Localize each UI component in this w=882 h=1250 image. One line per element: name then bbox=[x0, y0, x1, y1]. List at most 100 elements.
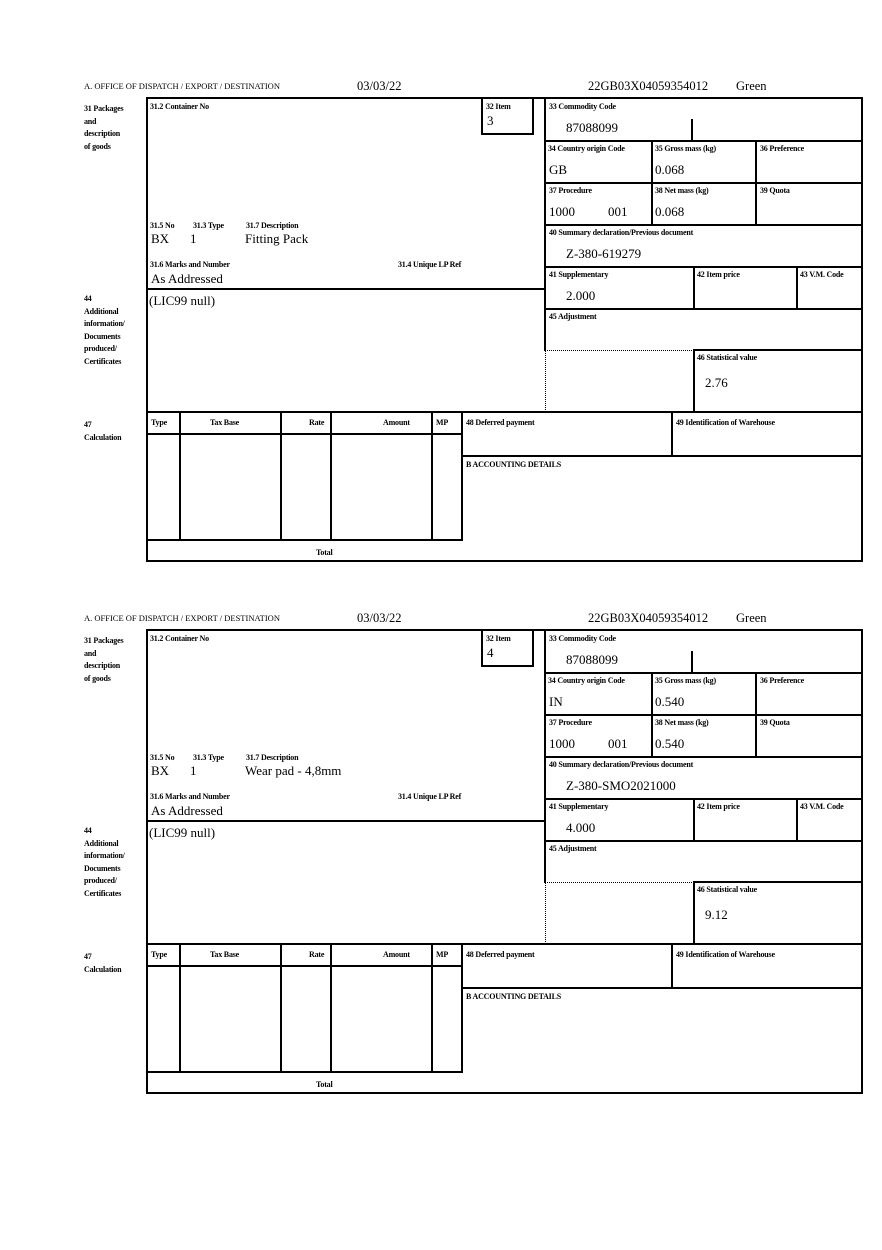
form-rule bbox=[544, 140, 863, 142]
supplementary-value: 4.000 bbox=[566, 820, 596, 835]
net-mass-value: 0.540 bbox=[655, 736, 685, 751]
form-rule bbox=[461, 943, 463, 1073]
gross-mass-label: 35 Gross mass (kg) bbox=[655, 676, 716, 685]
form-rule bbox=[544, 840, 863, 842]
form-rule bbox=[544, 798, 863, 800]
total-label: Total bbox=[316, 1080, 333, 1089]
form-rule bbox=[461, 455, 863, 457]
form-rule bbox=[146, 560, 863, 562]
warehouse-label: 49 Identification of Warehouse bbox=[676, 418, 775, 427]
form-rule bbox=[691, 119, 693, 142]
form-rule bbox=[544, 672, 863, 674]
item-label: 32 Item bbox=[486, 634, 511, 643]
form-rule bbox=[544, 224, 863, 226]
col-tax-base-header: Tax Base bbox=[210, 950, 240, 959]
commodity-code-value: 87088099 bbox=[566, 652, 618, 667]
box44-label: 44 Additional information/ Documents pro… bbox=[84, 826, 125, 898]
form-rule bbox=[146, 965, 463, 967]
gross-mass-value: 0.068 bbox=[655, 162, 685, 177]
item-value: 4 bbox=[487, 645, 494, 660]
item-price-label: 42 Item price bbox=[697, 802, 740, 811]
deferred-payment-label: 48 Deferred payment bbox=[466, 950, 535, 959]
form-rule bbox=[671, 411, 673, 457]
col-mp-header: MP bbox=[436, 418, 449, 427]
adjustment-label: 45 Adjustment bbox=[549, 844, 597, 853]
item-price-label: 42 Item price bbox=[697, 270, 740, 279]
gross-mass-value: 0.540 bbox=[655, 694, 685, 709]
form-rule bbox=[544, 182, 863, 184]
dotted-divider bbox=[545, 882, 694, 883]
net-mass-value: 0.068 bbox=[655, 204, 685, 219]
form-rule bbox=[693, 881, 695, 945]
accounting-details-label: B ACCOUNTING DETAILS bbox=[466, 992, 561, 1001]
dotted-divider bbox=[545, 350, 546, 412]
form-rule bbox=[330, 411, 332, 541]
adjustment-label: 45 Adjustment bbox=[549, 312, 597, 321]
additional-info-value: (LIC99 null) bbox=[149, 825, 216, 840]
form-rule bbox=[179, 943, 181, 1073]
form-rule bbox=[544, 629, 546, 883]
description-label: 31.7 Description bbox=[246, 221, 299, 230]
form-rule bbox=[146, 1071, 463, 1073]
form-rule bbox=[146, 97, 863, 99]
procedure-value: 1000 bbox=[549, 204, 575, 219]
box47-label: 47 Calculation bbox=[84, 420, 122, 442]
form-rule bbox=[146, 629, 863, 631]
procedure-extra-value: 001 bbox=[608, 204, 628, 219]
form-rule bbox=[544, 756, 863, 758]
form-rule bbox=[544, 308, 863, 310]
description-value: Fitting Pack bbox=[245, 231, 309, 246]
item-label: 32 Item bbox=[486, 102, 511, 111]
marks-label: 31.6 Marks and Number bbox=[150, 260, 230, 269]
form-rule bbox=[481, 665, 534, 667]
form-rule bbox=[330, 943, 332, 1073]
quota-label: 39 Quota bbox=[760, 718, 790, 727]
form-rule bbox=[146, 629, 148, 1094]
gross-mass-label: 35 Gross mass (kg) bbox=[655, 144, 716, 153]
summary-declaration-value: Z-380-619279 bbox=[566, 246, 642, 261]
total-label: Total bbox=[316, 548, 333, 557]
form-rule bbox=[693, 881, 863, 883]
form-rule bbox=[544, 266, 863, 268]
reference-number: 22GB03X04059354012 bbox=[588, 611, 709, 625]
no-label: 31.5 No bbox=[150, 221, 175, 230]
statistical-value-value: 9.12 bbox=[705, 907, 728, 922]
country-origin-value: GB bbox=[549, 162, 568, 177]
route-colour: Green bbox=[736, 79, 767, 93]
form-rule bbox=[146, 97, 148, 562]
item-value: 3 bbox=[487, 113, 494, 128]
procedure-value: 1000 bbox=[549, 736, 575, 751]
statistical-value-value: 2.76 bbox=[705, 375, 728, 390]
net-mass-label: 38 Net mass (kg) bbox=[655, 718, 709, 727]
col-type-header: Type bbox=[151, 418, 167, 427]
dotted-divider bbox=[545, 350, 694, 351]
vm-code-label: 43 V.M. Code bbox=[800, 802, 844, 811]
form-rule bbox=[796, 266, 798, 310]
form-rule bbox=[755, 672, 757, 758]
country-origin-label: 34 Country origin Code bbox=[548, 144, 625, 153]
form-rule bbox=[481, 629, 483, 667]
form-rule bbox=[532, 97, 534, 135]
type-label: 31.3 Type bbox=[193, 221, 224, 230]
form-rule bbox=[431, 943, 433, 1073]
summary-declaration-label: 40 Summary declaration/Previous document bbox=[549, 228, 694, 237]
date: 03/03/22 bbox=[357, 611, 402, 625]
form-rule bbox=[544, 97, 546, 351]
commodity-code-label: 33 Commodity Code bbox=[549, 102, 616, 111]
vm-code-label: 43 V.M. Code bbox=[800, 270, 844, 279]
statistical-value-label: 46 Statistical value bbox=[697, 353, 757, 362]
no-value: BX bbox=[151, 763, 170, 778]
box31-label: 31 Packages and description of goods bbox=[84, 636, 124, 683]
unique-lp-ref-label: 31.4 Unique LP Ref bbox=[398, 792, 462, 801]
marks-label: 31.6 Marks and Number bbox=[150, 792, 230, 801]
marks-value: As Addressed bbox=[151, 803, 223, 818]
col-amount-header: Amount bbox=[383, 950, 410, 959]
description-label: 31.7 Description bbox=[246, 753, 299, 762]
form-rule bbox=[693, 349, 695, 413]
country-origin-value: IN bbox=[549, 694, 563, 709]
summary-declaration-label: 40 Summary declaration/Previous document bbox=[549, 760, 694, 769]
form-rule bbox=[693, 349, 863, 351]
form-rule bbox=[481, 97, 483, 135]
type-value: 1 bbox=[190, 763, 197, 778]
warehouse-label: 49 Identification of Warehouse bbox=[676, 950, 775, 959]
